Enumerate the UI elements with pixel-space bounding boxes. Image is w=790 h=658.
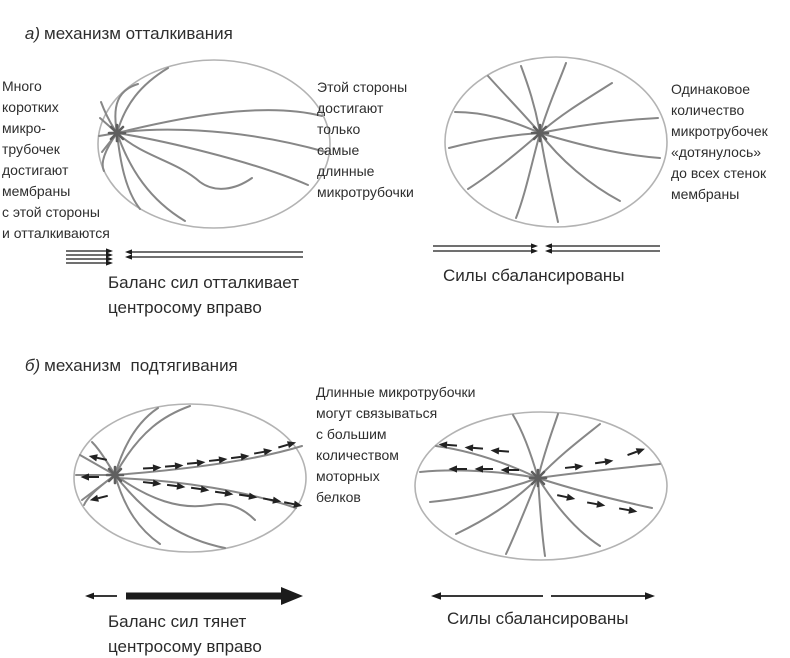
section-b-title: б) механизм подтягивания <box>6 336 238 396</box>
force-arrows-b-left <box>85 587 303 605</box>
annotation-b: Длинные микротрубочки могут связываться … <box>316 384 476 505</box>
centrosome-icon <box>105 465 125 485</box>
cell-membrane <box>97 59 331 229</box>
cell-a-left <box>97 59 331 229</box>
annotation-a-middle: Этой стороны достигают только самые длин… <box>317 79 414 200</box>
caption-b-left: Баланс сил тянет центросому вправо <box>108 612 262 656</box>
centrosome-icon <box>530 123 550 143</box>
cell-b-right <box>414 411 668 561</box>
microtubules <box>448 62 661 223</box>
force-arrows-a-left <box>66 248 303 266</box>
cell-membrane <box>73 403 307 553</box>
section-a-title: а) механизм отталкивания <box>6 4 233 64</box>
cell-membrane <box>414 411 668 561</box>
microtubules <box>98 67 327 222</box>
cell-a-right <box>444 56 668 228</box>
force-arrows-b-right <box>431 592 655 600</box>
caption-b-right: Силы сбалансированы <box>447 609 629 628</box>
left-arrow-icon <box>545 243 660 254</box>
right-arrow-icon <box>433 243 538 254</box>
section-b-title-text: механизм подтягивания <box>44 356 238 375</box>
cell-membrane <box>444 56 668 228</box>
section-b-prefix: б) <box>24 356 41 375</box>
centrosome-icon <box>528 468 548 488</box>
force-arrows-a-right <box>433 243 660 254</box>
small-left-arrow-icon <box>85 592 117 600</box>
caption-a-right: Силы сбалансированы <box>443 266 625 285</box>
caption-a-left: Баланс сил отталкивает центросому вправо <box>108 273 299 317</box>
long-left-arrow-icon <box>125 249 303 260</box>
annotation-a-right: Одинаковое количество микротрубочек «дот… <box>671 81 768 202</box>
section-a-title-text: механизм отталкивания <box>44 24 233 43</box>
big-right-arrow-icon <box>126 587 303 605</box>
annotation-a-left: Много коротких микро- трубочек достигают… <box>2 78 110 241</box>
section-a-prefix: а) <box>24 24 41 43</box>
right-arrow-icon <box>551 592 655 600</box>
microtubules <box>419 413 661 557</box>
short-right-arrows-icon <box>66 248 113 266</box>
cell-b-left <box>73 403 307 553</box>
left-arrow-icon <box>431 592 543 600</box>
centrosome-icon <box>107 123 127 143</box>
microtubules <box>75 405 303 549</box>
